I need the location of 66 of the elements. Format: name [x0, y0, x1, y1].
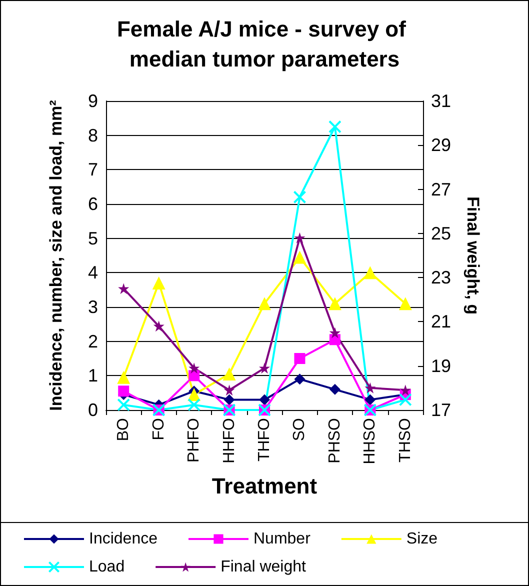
point [293, 250, 306, 264]
point [329, 384, 340, 395]
point [398, 297, 412, 310]
y2-tick-label: 21 [431, 312, 452, 332]
point [398, 393, 412, 406]
y-tick-label: 6 [88, 194, 98, 214]
point [224, 384, 235, 396]
point [117, 398, 130, 412]
point [222, 367, 236, 380]
y2-tick-label: 29 [431, 135, 452, 156]
point [153, 320, 164, 332]
y-tick-label: 3 [88, 297, 98, 317]
y2-tick-label: 27 [431, 179, 452, 200]
point [328, 297, 342, 310]
x-tick-label: FO [150, 418, 168, 440]
legend-label: Incidence [89, 530, 158, 548]
y-tick-label: 2 [88, 331, 98, 352]
x-tick-label: PHFO [186, 418, 203, 462]
point [118, 283, 130, 294]
point [118, 386, 130, 397]
y2-axis-title: Final weight, g [464, 196, 482, 315]
y-tick-label: 9 [88, 91, 98, 111]
point [259, 394, 270, 406]
x-tick-label: SO [291, 418, 308, 442]
point [364, 394, 376, 406]
point [117, 370, 130, 384]
x-tick-label: PHSO [326, 418, 344, 464]
point [188, 398, 201, 412]
y-axis-title: Incidence, number, size and load, mm² [46, 100, 66, 411]
y-tick-label: 5 [88, 228, 98, 248]
x-tick-label: BO [115, 418, 132, 442]
point [294, 374, 306, 385]
point [364, 266, 377, 280]
point [293, 190, 306, 204]
point [364, 382, 376, 394]
y-tick-label: 1 [88, 366, 98, 386]
point [400, 384, 411, 396]
point [329, 327, 340, 338]
point [294, 232, 306, 244]
legend-label: Final weight [220, 558, 307, 576]
y-tick-label: 7 [88, 160, 98, 180]
y2-tick-label: 25 [431, 223, 452, 244]
point [259, 362, 270, 374]
y2-tick-label: 23 [431, 268, 452, 288]
x-axis-title: Treatment [212, 474, 318, 498]
chart-title: Female A/J mice - survey of median tumor parameters [116, 16, 412, 72]
y2-tick-label: 17 [431, 400, 452, 420]
x-tick-label: THFO [256, 418, 273, 462]
y2-tick-label: 31 [431, 91, 452, 111]
point [224, 394, 235, 406]
x-tick-label: HHFO [220, 418, 238, 464]
legend-label: Size [406, 530, 438, 548]
point [258, 297, 271, 310]
point [328, 120, 342, 134]
point [152, 276, 166, 290]
y-tick-label: 0 [88, 400, 98, 420]
point [188, 362, 200, 374]
point [188, 370, 200, 382]
y2-tick-label: 19 [431, 356, 452, 376]
y-tick-label: 8 [88, 125, 98, 146]
x-tick-label: HHSO [362, 418, 379, 464]
x-tick-label: THSO [396, 418, 414, 462]
point [294, 353, 306, 364]
legend-label: Number [253, 530, 312, 548]
y-tick-label: 4 [88, 262, 98, 283]
legend-label: Load [89, 558, 125, 576]
